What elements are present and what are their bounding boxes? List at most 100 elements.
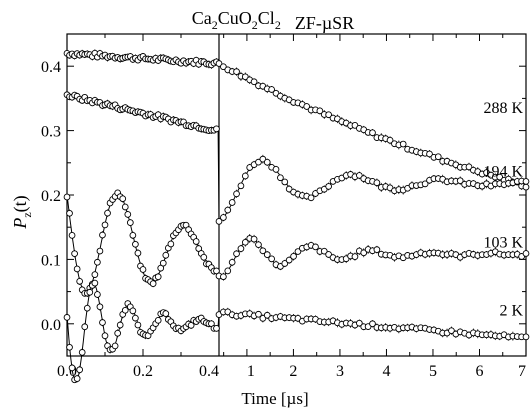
- series-103k: [63, 189, 530, 297]
- data-point: [369, 320, 376, 328]
- data-point: [94, 258, 101, 266]
- series-label: 194 K: [483, 164, 523, 181]
- data-point: [63, 193, 71, 201]
- y-tick-label: 0.3: [41, 124, 61, 141]
- data-point: [285, 256, 293, 264]
- data-point: [215, 60, 223, 67]
- data-point: [73, 265, 81, 273]
- data-point: [369, 129, 376, 137]
- data-point: [81, 323, 89, 331]
- data-point: [268, 86, 275, 93]
- y-axis-label: Pz(t): [10, 195, 34, 229]
- data-point: [99, 231, 106, 239]
- data-point: [386, 136, 394, 144]
- data-point: [68, 232, 76, 239]
- x-tick-label: 7: [518, 363, 526, 380]
- data-point: [465, 163, 473, 171]
- data-point: [320, 247, 328, 255]
- data-point: [213, 125, 220, 133]
- data-point: [355, 172, 363, 179]
- data-point: [373, 246, 381, 254]
- data-point: [259, 155, 267, 163]
- data-point: [250, 235, 258, 243]
- data-point: [86, 288, 94, 296]
- x-tick-label: 5: [429, 363, 437, 380]
- data-point: [66, 343, 73, 351]
- data-point: [399, 140, 407, 148]
- series-label: 103 K: [483, 234, 523, 251]
- data-point: [241, 238, 249, 246]
- x-tick-label: 1: [247, 363, 255, 380]
- data-point: [78, 349, 86, 356]
- data-point: [255, 310, 262, 318]
- data-point: [119, 195, 127, 203]
- data-point: [99, 319, 106, 326]
- data-point: [213, 325, 220, 332]
- plot-axes: 0.00.10.20.30.40.0 0.2 0.4 1 2 3 4 5 6 7: [41, 33, 527, 380]
- series-194k: [63, 90, 530, 225]
- data-point: [132, 314, 139, 322]
- data-point: [522, 250, 530, 257]
- data-point: [233, 250, 240, 258]
- data-point: [116, 321, 124, 329]
- x-tick-label: 3: [336, 363, 344, 380]
- series-2k: [63, 279, 530, 384]
- data-point: [373, 179, 381, 187]
- data-point: [121, 306, 129, 314]
- data-point: [259, 315, 267, 322]
- data-point: [325, 183, 332, 190]
- data-point: [325, 251, 332, 258]
- data-point: [522, 183, 530, 191]
- y-tick-label: 0.2: [41, 188, 61, 205]
- data-point: [121, 203, 129, 211]
- data-point: [167, 240, 175, 248]
- data-point: [134, 321, 142, 329]
- data-point: [355, 319, 363, 327]
- data-point: [250, 78, 258, 86]
- data-point: [241, 73, 249, 81]
- data-point: [129, 231, 137, 239]
- data-point: [325, 111, 332, 119]
- data-point: [426, 150, 433, 158]
- data-point: [281, 260, 289, 267]
- data-point: [277, 174, 284, 182]
- data-point: [91, 271, 99, 278]
- data-point: [224, 206, 232, 214]
- data-point: [124, 211, 132, 218]
- data-point: [303, 103, 311, 110]
- data-point: [456, 177, 464, 185]
- data-point: [224, 267, 232, 275]
- data-point: [268, 255, 275, 263]
- data-point: [290, 253, 297, 260]
- data-point: [129, 307, 137, 315]
- x-axis-label: Time [µs]: [241, 389, 308, 408]
- data-point: [360, 249, 368, 257]
- data-point: [192, 238, 200, 245]
- x-tick-label: 0.4: [199, 363, 219, 380]
- data-point: [91, 279, 99, 287]
- data-point: [71, 250, 78, 258]
- fit-line-late: [218, 63, 527, 187]
- data-point: [316, 107, 324, 115]
- series-label: 288 K: [483, 100, 523, 117]
- data-point: [294, 248, 302, 255]
- data-point: [228, 199, 236, 206]
- data-point: [351, 253, 359, 260]
- series-label: 2 K: [499, 303, 523, 320]
- data-point: [149, 280, 157, 287]
- data-point: [421, 180, 429, 188]
- data-point: [134, 249, 142, 257]
- data-point: [522, 178, 530, 185]
- data-point: [111, 342, 119, 350]
- data-point: [200, 253, 208, 261]
- data-point: [237, 245, 245, 252]
- data-point: [101, 332, 109, 340]
- data-point: [259, 247, 267, 255]
- data-point: [237, 182, 245, 190]
- x-tick-label: 4: [382, 363, 390, 380]
- data-point: [76, 366, 84, 374]
- data-point: [159, 259, 167, 267]
- series-288k: [63, 49, 530, 191]
- y-tick-label: 0.4: [41, 59, 61, 76]
